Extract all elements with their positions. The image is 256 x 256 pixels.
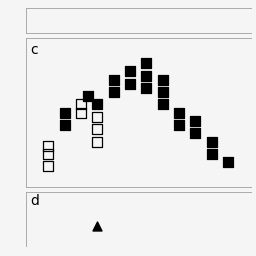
Point — [95, 127, 100, 131]
Point — [177, 111, 181, 115]
Point — [112, 78, 116, 82]
Point — [177, 123, 181, 127]
Point — [95, 115, 100, 119]
Point — [193, 131, 197, 135]
Point — [210, 152, 214, 156]
Point — [161, 90, 165, 94]
Point — [161, 102, 165, 106]
Point — [63, 123, 67, 127]
Point — [95, 140, 100, 144]
Point — [144, 73, 148, 78]
Point — [79, 102, 83, 106]
Point — [193, 119, 197, 123]
Point — [210, 140, 214, 144]
Text: d: d — [30, 194, 39, 208]
Point — [112, 90, 116, 94]
Point — [226, 160, 230, 164]
Point — [128, 69, 132, 73]
Point — [63, 111, 67, 115]
Point — [46, 164, 50, 168]
Point — [144, 61, 148, 65]
Text: c: c — [30, 43, 38, 57]
Point — [161, 78, 165, 82]
Point — [144, 86, 148, 90]
Point — [86, 94, 90, 98]
Point — [95, 224, 100, 228]
Point — [46, 152, 50, 156]
Point — [128, 82, 132, 86]
Point — [95, 102, 100, 106]
Point — [79, 111, 83, 115]
Point — [46, 144, 50, 148]
